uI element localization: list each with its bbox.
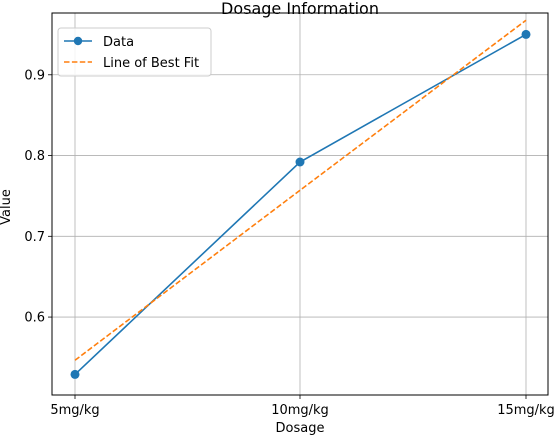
x-axis-label: Dosage [276,421,325,435]
legend: Data Line of Best Fit [57,27,212,77]
ticks: 5mg/kg 10mg/kg 15mg/kg 0.6 0.7 0.8 0.9 [24,68,555,418]
data-point [295,157,305,167]
data-series-line [74,33,527,375]
chart-title: Dosage Information [221,0,379,18]
legend-fit-label: Line of Best Fit [103,56,199,71]
y-tick-label: 0.8 [24,149,45,164]
data-point [70,369,80,379]
data-point [521,29,531,39]
legend-box [57,27,212,77]
y-tick-label: 0.6 [24,311,45,326]
legend-data-marker [73,36,83,46]
y-tick-label: 0.7 [24,230,45,245]
best-fit-line [74,19,527,361]
series-layer [70,19,531,379]
y-axis-label: Value [0,189,14,225]
x-tick-label: 10mg/kg [271,403,329,418]
x-tick-label: 5mg/kg [50,403,99,418]
legend-data-label: Data [103,35,134,50]
y-tick-label: 0.9 [24,68,45,83]
x-tick-label: 15mg/kg [497,403,555,418]
